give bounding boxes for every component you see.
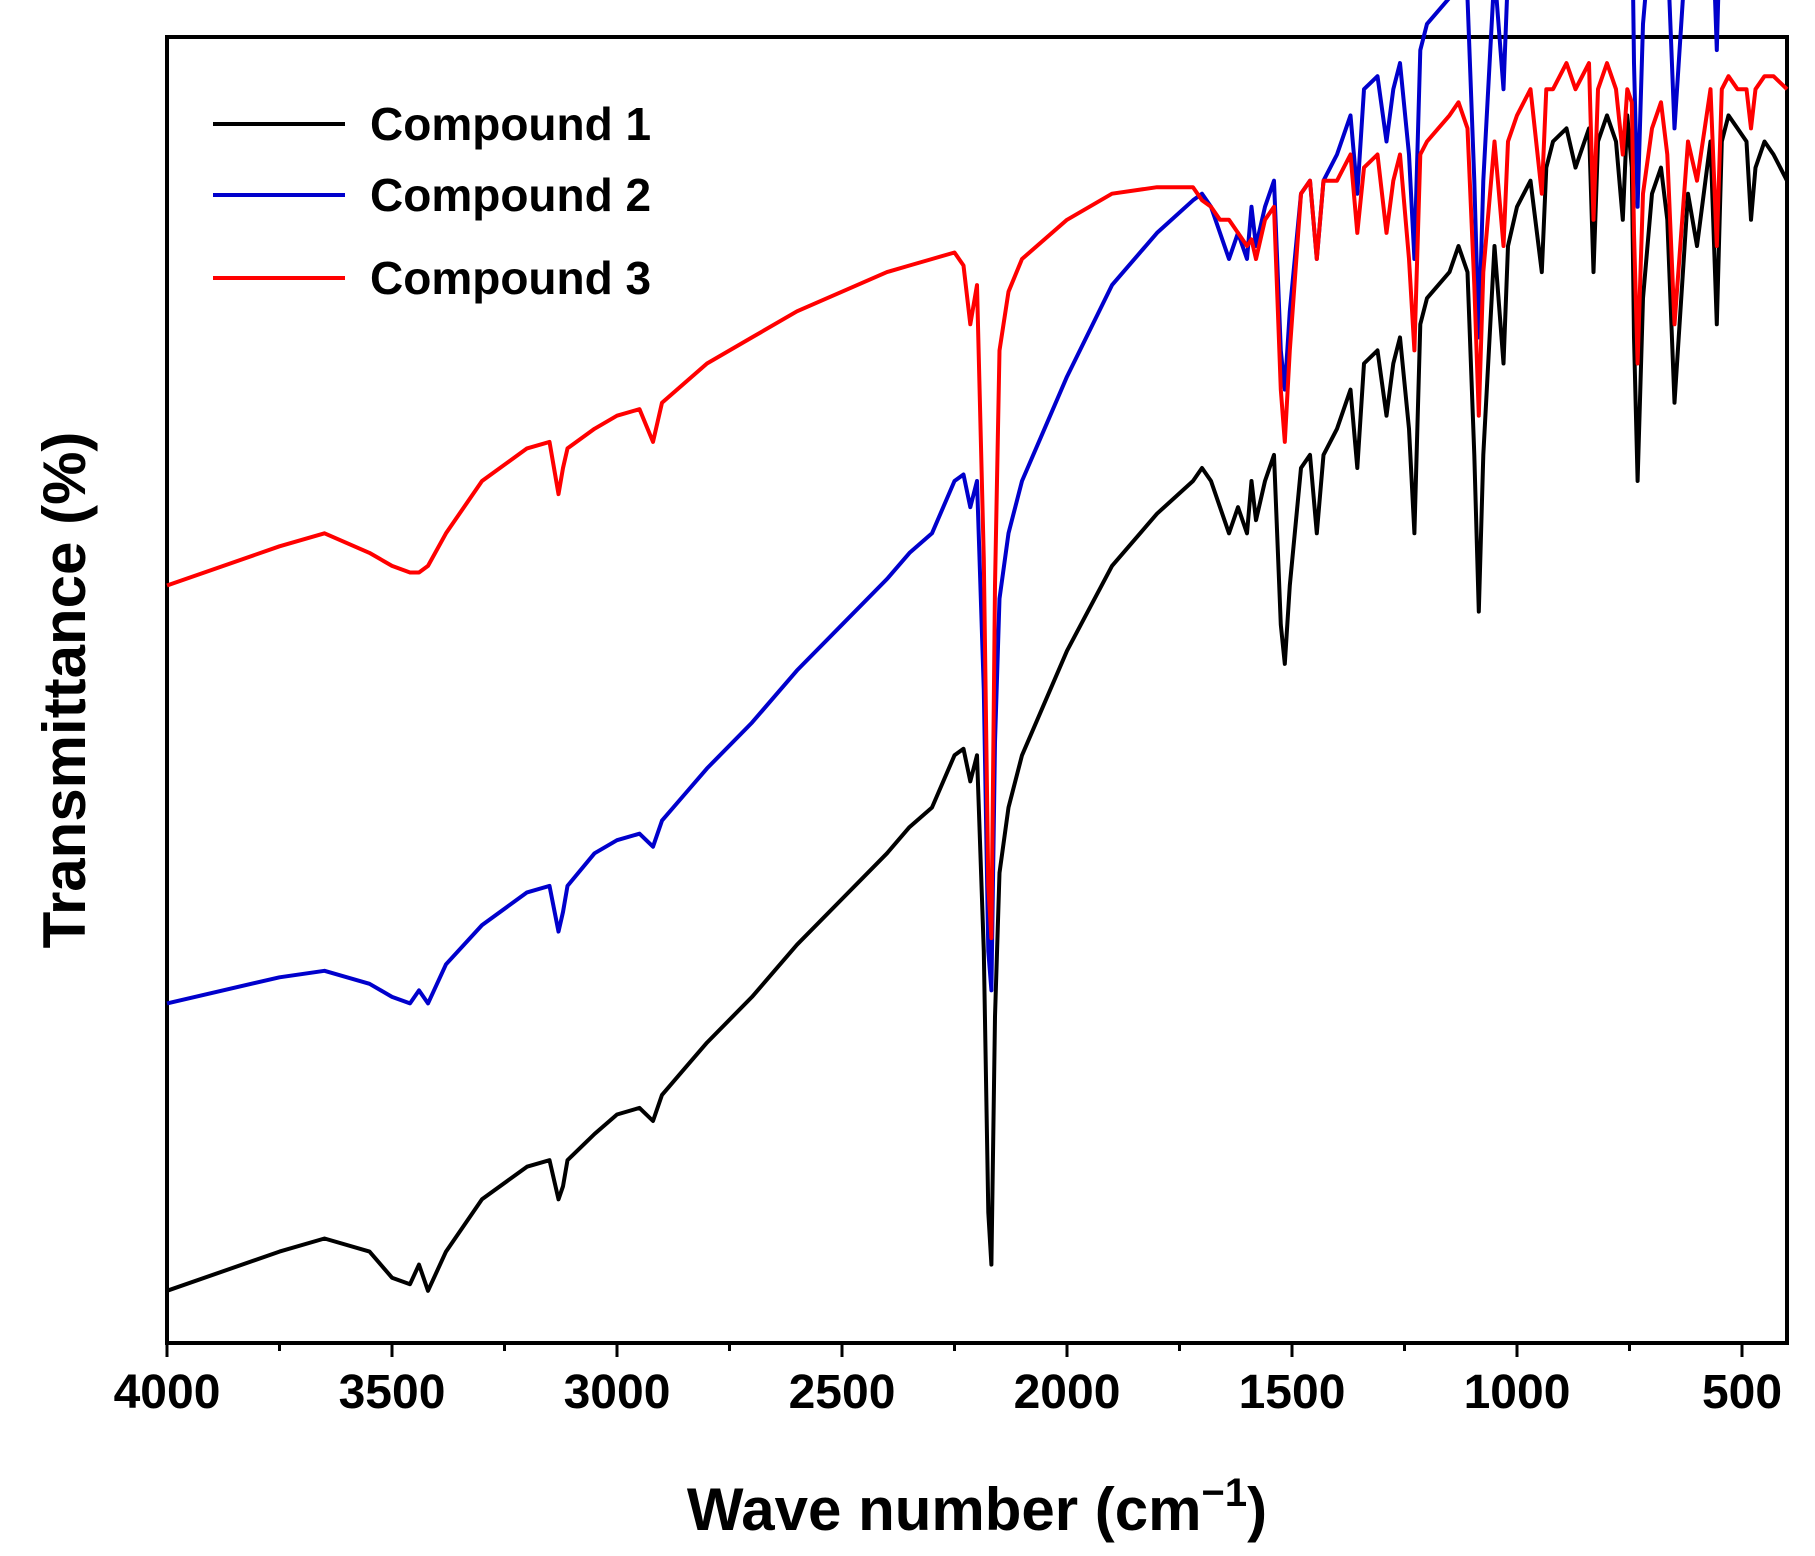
legend: Compound 1 Compound 2 Compound 3 <box>213 98 651 304</box>
legend-label-compound-2: Compound 2 <box>370 169 651 221</box>
y-axis-title: Transmittance (%) <box>31 432 98 949</box>
x-tick-label: 1500 <box>1239 1366 1346 1419</box>
x-tick-label: 2000 <box>1014 1366 1121 1419</box>
x-axis-tick-labels: 4000 3500 3000 2500 2000 1500 1000 500 <box>114 1366 1782 1419</box>
legend-label-compound-3: Compound 3 <box>370 252 651 304</box>
x-tick-label: 500 <box>1702 1366 1782 1419</box>
x-tick-label: 3500 <box>339 1366 446 1419</box>
x-tick-label: 1000 <box>1464 1366 1571 1419</box>
series-line-compound-1 <box>166 113 1789 1293</box>
series-line-compound-3 <box>166 61 1789 941</box>
series-layer <box>166 0 1789 1293</box>
plot-frame <box>165 35 1789 1345</box>
x-tick-label: 3000 <box>564 1366 671 1419</box>
x-axis-ticks <box>165 1343 1744 1357</box>
x-tick-label: 2500 <box>789 1366 896 1419</box>
x-axis-title: Wave number (cm−1) <box>687 1471 1267 1543</box>
legend-label-compound-1: Compound 1 <box>370 98 651 150</box>
x-tick-label: 4000 <box>114 1366 221 1419</box>
